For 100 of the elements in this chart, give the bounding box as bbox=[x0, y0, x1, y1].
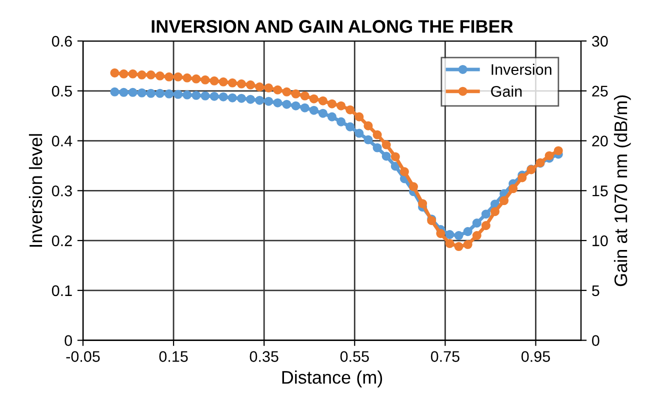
point bbox=[382, 140, 391, 150]
point bbox=[255, 96, 264, 105]
point bbox=[164, 89, 174, 98]
y2-tick-label: 10 bbox=[592, 235, 608, 246]
point bbox=[364, 135, 373, 144]
point bbox=[364, 121, 373, 130]
point bbox=[164, 72, 174, 82]
point bbox=[354, 112, 364, 122]
point bbox=[336, 117, 346, 126]
point bbox=[155, 88, 164, 98]
x-tick-label: 0.95 bbox=[521, 351, 550, 362]
point bbox=[445, 239, 454, 248]
point bbox=[463, 227, 472, 236]
point bbox=[255, 82, 264, 92]
point bbox=[210, 76, 219, 86]
point bbox=[236, 94, 246, 103]
y-axis-title: Inversion level bbox=[28, 134, 42, 247]
point bbox=[372, 143, 382, 152]
point bbox=[544, 151, 554, 160]
x-tick-label: 0.55 bbox=[340, 351, 369, 362]
point bbox=[436, 229, 446, 238]
point bbox=[518, 173, 527, 182]
x-axis-title: Distance (m) bbox=[282, 370, 382, 388]
point bbox=[454, 231, 464, 240]
point bbox=[318, 108, 328, 118]
point bbox=[137, 70, 146, 80]
point bbox=[110, 87, 120, 96]
point bbox=[463, 240, 472, 250]
point bbox=[327, 99, 337, 108]
y2-tick-label: 15 bbox=[592, 186, 608, 196]
point bbox=[418, 199, 428, 208]
point bbox=[372, 130, 382, 140]
point bbox=[228, 93, 237, 102]
point bbox=[390, 162, 400, 171]
point bbox=[400, 167, 409, 176]
y-tick-label: 0.5 bbox=[52, 86, 72, 97]
point bbox=[200, 75, 210, 84]
point bbox=[327, 112, 337, 122]
point bbox=[346, 105, 355, 114]
point bbox=[246, 80, 256, 90]
point bbox=[408, 182, 418, 192]
point bbox=[390, 152, 400, 162]
point bbox=[218, 92, 228, 102]
point bbox=[490, 207, 500, 216]
y2-tick-label: 20 bbox=[592, 136, 608, 146]
point bbox=[192, 90, 201, 100]
y2-axis-title: Gain at 1070 nm (dB/m) bbox=[614, 95, 631, 286]
point bbox=[128, 88, 138, 97]
legend-label: Gain bbox=[491, 86, 522, 97]
x-tick-label: -0.05 bbox=[66, 351, 100, 362]
point bbox=[218, 77, 228, 86]
point bbox=[155, 71, 164, 80]
point bbox=[500, 196, 509, 206]
point bbox=[264, 83, 274, 92]
y-tick-label: 0.1 bbox=[52, 285, 72, 296]
point bbox=[472, 218, 482, 228]
y-tick-label: 0 bbox=[64, 335, 72, 346]
point bbox=[300, 103, 310, 112]
point bbox=[309, 94, 318, 104]
y-tick-label: 0.3 bbox=[52, 186, 72, 196]
point bbox=[291, 89, 300, 98]
point bbox=[382, 152, 391, 161]
point bbox=[174, 90, 183, 99]
x-tick-label: 0.35 bbox=[250, 351, 278, 362]
point bbox=[454, 242, 464, 252]
point bbox=[210, 92, 219, 101]
point bbox=[192, 74, 201, 84]
point bbox=[119, 88, 128, 97]
point bbox=[508, 184, 518, 194]
point bbox=[273, 85, 282, 94]
point bbox=[119, 69, 128, 78]
point bbox=[282, 87, 292, 96]
point bbox=[182, 73, 192, 82]
point bbox=[110, 68, 120, 78]
y2-tick-label: 0 bbox=[592, 335, 600, 346]
point bbox=[264, 96, 274, 106]
point bbox=[554, 146, 563, 156]
y-tick-label: 0.6 bbox=[52, 36, 72, 47]
legend-label: Inversion bbox=[492, 64, 552, 75]
point bbox=[318, 96, 328, 106]
point bbox=[146, 88, 156, 98]
point bbox=[182, 90, 192, 100]
point bbox=[481, 210, 490, 219]
point bbox=[200, 91, 210, 100]
y2-tick-label: 5 bbox=[592, 285, 600, 296]
point bbox=[445, 230, 454, 240]
point bbox=[282, 100, 292, 109]
point bbox=[273, 98, 282, 108]
y-tick-label: 0.2 bbox=[52, 235, 72, 246]
point bbox=[128, 69, 138, 78]
point bbox=[472, 231, 482, 240]
point bbox=[309, 106, 318, 115]
point bbox=[346, 122, 355, 132]
point bbox=[481, 221, 490, 230]
point bbox=[236, 79, 246, 88]
chart-title: INVERSION AND GAIN ALONG THE FIBER bbox=[152, 20, 514, 33]
point bbox=[246, 94, 256, 104]
point bbox=[291, 101, 300, 110]
point bbox=[146, 70, 156, 80]
y2-tick-label: 30 bbox=[592, 36, 608, 47]
